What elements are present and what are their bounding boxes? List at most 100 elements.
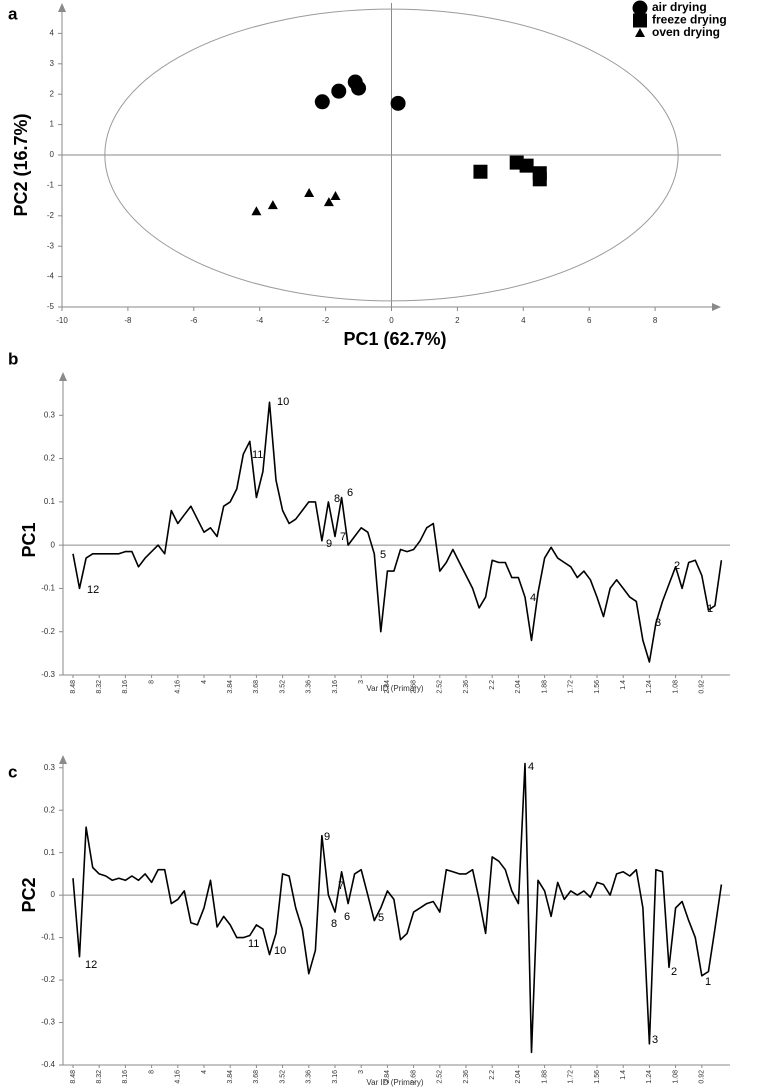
y-tick-label: 4 xyxy=(50,29,55,38)
y-tick-label: 0 xyxy=(51,890,56,899)
y-tick-label: 0.3 xyxy=(44,410,56,419)
x-tick-label: 1.56 xyxy=(594,680,601,694)
y-tick-label: -2 xyxy=(47,211,55,220)
x-tick-label: 3.52 xyxy=(279,1070,286,1084)
panel-label: a xyxy=(8,4,18,23)
x-axis-title: Var ID (Primary) xyxy=(366,684,424,693)
legend-marker xyxy=(633,13,647,28)
x-tick-label: 8.48 xyxy=(70,1070,77,1084)
x-tick-label: 8 xyxy=(148,680,155,684)
x-tick-label: -10 xyxy=(56,316,68,325)
x-tick-label: 3.16 xyxy=(332,680,339,694)
x-tick-label: 2.52 xyxy=(437,680,444,694)
annotation: 5 xyxy=(378,912,384,924)
x-tick-label: 0 xyxy=(389,316,394,325)
x-tick-label: 1.72 xyxy=(568,680,575,694)
x-tick-label: 2.52 xyxy=(437,1070,444,1084)
x-tick-label: -4 xyxy=(256,316,264,325)
annotation: 8 xyxy=(334,493,340,505)
point xyxy=(351,80,367,96)
x-tick-label: 1.72 xyxy=(568,1070,575,1084)
y-tick-label: -1 xyxy=(47,181,55,190)
x-tick-label: 8.32 xyxy=(96,1070,103,1084)
x-tick-label: 0.92 xyxy=(699,680,706,694)
x-tick-label: 2.36 xyxy=(463,680,470,694)
y-tick-label: -0.1 xyxy=(41,584,55,593)
x-tick-label: 4 xyxy=(521,316,526,325)
x-tick-label: 3 xyxy=(358,680,365,684)
y-tick-label: -0.3 xyxy=(41,1018,55,1027)
annotation: 7 xyxy=(338,880,344,892)
x-tick-label: 6 xyxy=(587,316,592,325)
x-tick-label: 8.32 xyxy=(96,680,103,694)
x-tick-label: 0.92 xyxy=(699,1070,706,1084)
y-tick-label: -0.2 xyxy=(41,975,55,984)
point xyxy=(314,94,330,110)
x-tick-label: 2.2 xyxy=(489,680,496,690)
annotation: 2 xyxy=(671,966,677,978)
y-tick-label: 0.1 xyxy=(44,497,56,506)
x-tick-label: 8.48 xyxy=(70,680,77,694)
point xyxy=(267,200,278,210)
y-tick-label: 0 xyxy=(51,540,56,549)
legend-label: freeze drying xyxy=(652,13,727,27)
y-tick-label: 2 xyxy=(50,89,55,98)
annotation: 12 xyxy=(87,584,99,596)
point xyxy=(323,197,334,207)
y-tick-label: -5 xyxy=(47,302,55,311)
x-tick-label: 1.24 xyxy=(646,1070,653,1084)
x-tick-label: 2 xyxy=(455,316,460,325)
loading-line xyxy=(72,401,723,663)
x-tick-label: 1.88 xyxy=(541,1070,548,1084)
x-tick-label: -2 xyxy=(322,316,330,325)
y-tick-label: 3 xyxy=(50,59,55,68)
annotation: 10 xyxy=(274,945,286,957)
x-tick-label: 3.68 xyxy=(253,1070,260,1084)
y-axis-title: PC1 xyxy=(19,522,39,557)
point xyxy=(304,188,315,197)
annotation: 1 xyxy=(707,603,713,615)
x-tick-label: 8 xyxy=(653,316,658,325)
x-axis-title: Var ID (Primary) xyxy=(366,1078,424,1087)
y-tick-label: 1 xyxy=(50,120,55,129)
x-tick-label: 3.36 xyxy=(306,680,313,694)
annotation: 2 xyxy=(674,560,680,572)
x-tick-label: 3.52 xyxy=(279,680,286,694)
axis-arrow xyxy=(59,755,67,764)
x-tick-label: -6 xyxy=(190,316,198,325)
x-tick-label: 4 xyxy=(201,680,208,684)
y-tick-label: -0.1 xyxy=(41,933,55,942)
point xyxy=(330,191,341,201)
annotation: 4 xyxy=(528,761,534,773)
y-tick-label: 0.2 xyxy=(44,454,56,463)
x-tick-label: 3.68 xyxy=(253,680,260,694)
point xyxy=(473,164,488,179)
axis-arrow xyxy=(58,3,66,12)
x-tick-label: 3.16 xyxy=(332,1070,339,1084)
annotation: 1 xyxy=(705,976,711,988)
point xyxy=(331,83,347,99)
x-tick-label: 1.08 xyxy=(672,680,679,694)
annotation: 4 xyxy=(530,592,536,604)
x-tick-label: 1.56 xyxy=(594,1070,601,1084)
point xyxy=(519,158,534,173)
annotation: 6 xyxy=(347,487,353,499)
y-tick-label: -4 xyxy=(47,272,55,281)
x-tick-label: 1.4 xyxy=(620,680,627,690)
x-tick-label: 1.08 xyxy=(672,1070,679,1084)
annotation: 11 xyxy=(252,449,263,461)
x-tick-label: 1.24 xyxy=(646,680,653,694)
annotation: 3 xyxy=(655,617,661,629)
annotation: 7 xyxy=(340,531,346,543)
axis-arrow xyxy=(712,303,721,311)
loading-line xyxy=(72,762,723,1054)
y-tick-label: -0.4 xyxy=(41,1060,55,1069)
annotation: 6 xyxy=(344,911,350,923)
legend-label: oven drying xyxy=(652,25,720,39)
x-tick-label: 3.36 xyxy=(306,1070,313,1084)
x-tick-label: 8 xyxy=(148,1070,155,1074)
annotation: 9 xyxy=(326,538,332,550)
x-tick-label: 2.04 xyxy=(515,680,522,694)
x-axis-title: PC1 (62.7%) xyxy=(343,329,446,349)
x-tick-label: -8 xyxy=(124,316,132,325)
